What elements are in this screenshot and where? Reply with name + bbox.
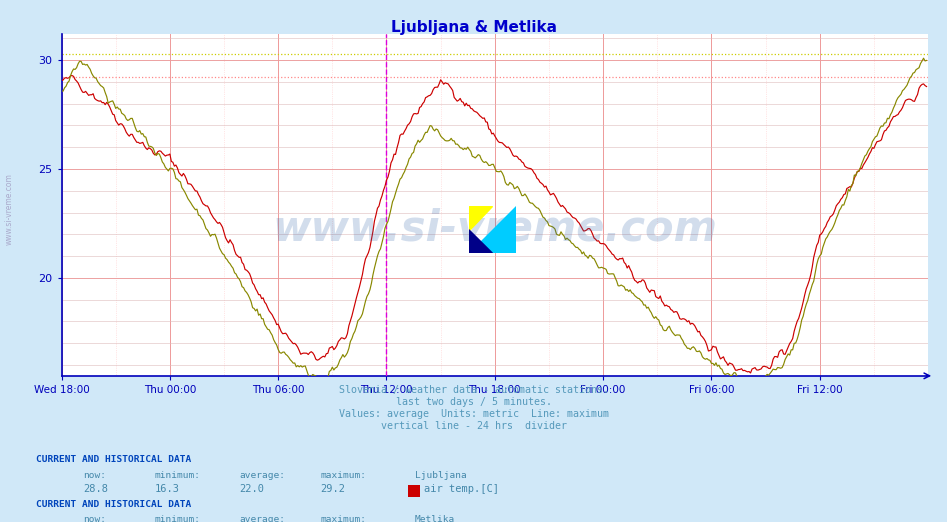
Text: 28.8: 28.8 <box>83 484 108 494</box>
Text: 16.3: 16.3 <box>154 484 179 494</box>
Text: Ljubljana: Ljubljana <box>415 471 467 480</box>
Text: now:: now: <box>83 515 106 522</box>
Text: www.si-vreme.com: www.si-vreme.com <box>5 173 14 245</box>
Text: 22.0: 22.0 <box>240 484 264 494</box>
Text: maximum:: maximum: <box>320 515 366 522</box>
Text: now:: now: <box>83 471 106 480</box>
Text: last two days / 5 minutes.: last two days / 5 minutes. <box>396 397 551 407</box>
Text: minimum:: minimum: <box>154 515 201 522</box>
Polygon shape <box>469 206 492 230</box>
Text: Values: average  Units: metric  Line: maximum: Values: average Units: metric Line: maxi… <box>338 409 609 419</box>
Text: CURRENT AND HISTORICAL DATA: CURRENT AND HISTORICAL DATA <box>36 500 191 508</box>
Text: www.si-vreme.com: www.si-vreme.com <box>273 208 717 250</box>
Text: vertical line - 24 hrs  divider: vertical line - 24 hrs divider <box>381 421 566 431</box>
Text: CURRENT AND HISTORICAL DATA: CURRENT AND HISTORICAL DATA <box>36 455 191 464</box>
Polygon shape <box>469 230 492 253</box>
Text: 29.2: 29.2 <box>320 484 345 494</box>
Text: average:: average: <box>240 471 286 480</box>
Text: Metlika: Metlika <box>415 515 456 522</box>
Text: minimum:: minimum: <box>154 471 201 480</box>
Text: Slovenia / weather data - automatic stations.: Slovenia / weather data - automatic stat… <box>338 385 609 395</box>
Polygon shape <box>469 206 516 253</box>
Text: average:: average: <box>240 515 286 522</box>
Text: Ljubljana & Metlika: Ljubljana & Metlika <box>390 20 557 35</box>
Text: maximum:: maximum: <box>320 471 366 480</box>
Text: air temp.[C]: air temp.[C] <box>424 484 499 494</box>
